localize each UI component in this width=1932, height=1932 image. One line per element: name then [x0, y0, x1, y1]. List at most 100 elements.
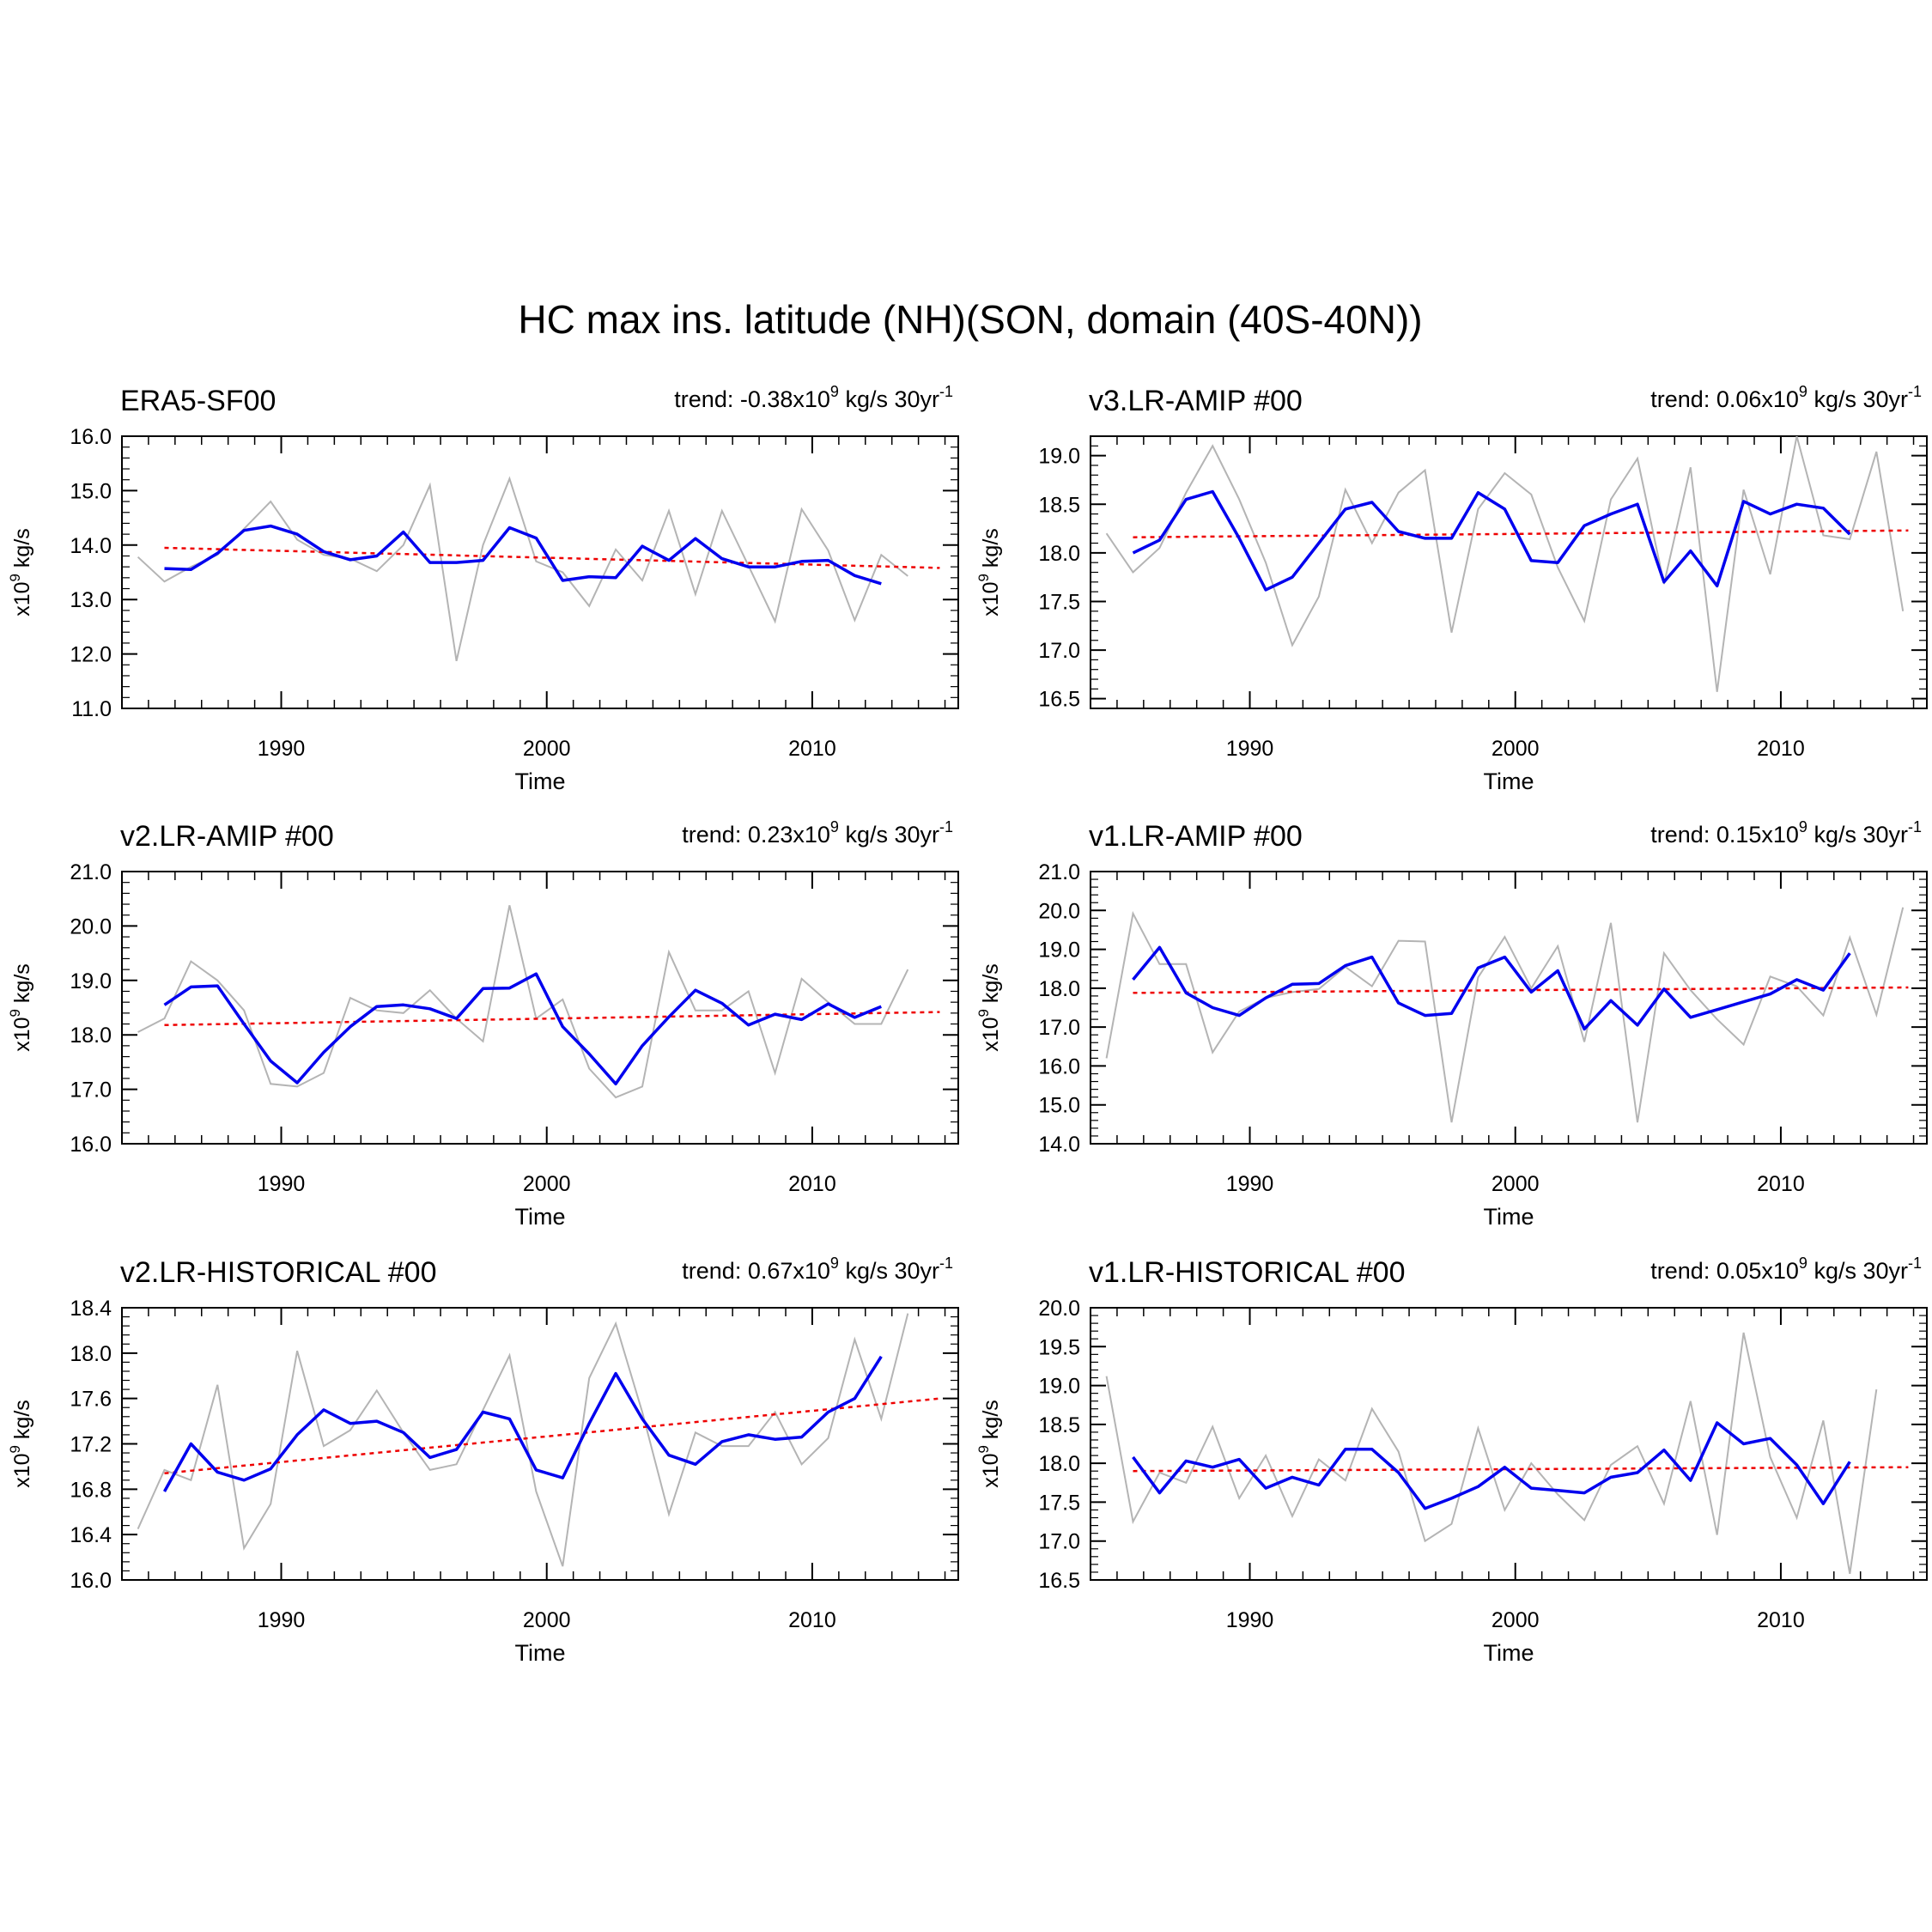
- trend-label-prefix: trend: 0.05x10: [1650, 1258, 1799, 1284]
- trend-label-unit: kg/s 30yr: [1807, 822, 1908, 848]
- y-tick-label: 19.0: [70, 969, 112, 993]
- y-tick-label: 16.0: [1038, 1054, 1080, 1078]
- x-tick-label: 2000: [523, 737, 571, 761]
- trend-line: [164, 546, 940, 569]
- y-axis-label-exponent: 9: [975, 1445, 992, 1453]
- y-axis-label-exponent: 9: [7, 1445, 23, 1453]
- x-axis-label: Time: [1484, 769, 1534, 794]
- y-axis-label-base: x10: [10, 1453, 34, 1487]
- y-tick-label: 15.0: [1038, 1094, 1080, 1118]
- data-layer: [137, 905, 940, 1099]
- trend-label-exponent: 9: [1799, 383, 1807, 400]
- trend-label-unit: kg/s 30yr: [1807, 386, 1908, 412]
- y-tick-label: 12.0: [70, 643, 112, 667]
- trend-line: [1133, 1466, 1909, 1473]
- trend-label-exponent: 9: [830, 383, 839, 400]
- y-tick-label: 15.0: [70, 479, 112, 503]
- y-tick-label: 14.0: [1038, 1133, 1080, 1157]
- y-tick-label: 17.0: [1038, 1016, 1080, 1040]
- smoothed-series-line: [1132, 945, 1851, 1031]
- y-axis-label-unit: kg/s: [10, 1400, 34, 1445]
- y-tick-label: 20.0: [70, 914, 112, 939]
- trend-label-exponent: 9: [830, 818, 839, 835]
- trend-label-prefix: trend: 0.23x10: [682, 822, 830, 848]
- x-tick-label: 2010: [1757, 1608, 1805, 1632]
- y-tick-label: 18.0: [1038, 542, 1080, 566]
- y-tick-label: 19.0: [1038, 445, 1080, 469]
- trend-label-exponent: 9: [1799, 1255, 1807, 1272]
- smoothed-series-line: [162, 1355, 883, 1492]
- annual-series-line: [137, 905, 909, 1099]
- trend-label-unit: kg/s 30yr: [839, 386, 939, 412]
- trend-label-prefix: trend: 0.67x10: [682, 1258, 830, 1284]
- y-axis-label: x109 kg/s: [975, 1400, 1003, 1488]
- trend-label-exponent-2: -1: [1908, 383, 1922, 400]
- y-tick-label: 18.0: [1038, 977, 1080, 1001]
- y-tick-label: 19.5: [1038, 1335, 1080, 1359]
- trend-line: [1133, 529, 1909, 538]
- y-tick-label: 20.0: [1038, 1297, 1080, 1321]
- y-tick-label: 18.5: [1038, 1413, 1080, 1437]
- y-tick-label: 16.0: [70, 425, 112, 449]
- y-tick-label: 21.0: [70, 860, 112, 884]
- x-tick-label: 1990: [1226, 737, 1274, 761]
- x-axis-label: Time: [1484, 1204, 1534, 1230]
- panels: 1990 2000 2010 11.0 12.0 13.0 14.0 15.0 16.0 ERA5…: [7, 383, 1928, 1666]
- trend-label-exponent-2: -1: [1908, 1255, 1922, 1272]
- panel-title: v1.LR-AMIP #00: [1089, 820, 1303, 853]
- trend-label: trend: -0.38x109 kg/s 30yr-1: [674, 383, 953, 412]
- trend-label: trend: 0.67x109 kg/s 30yr-1: [682, 1255, 953, 1284]
- data-layer: [1105, 907, 1909, 1123]
- y-axis-label: x109 kg/s: [7, 528, 34, 617]
- annual-series-line: [137, 476, 908, 662]
- figure-title: HC max ins. latitude (NH)(SON, domain (4…: [518, 297, 1422, 342]
- annual-series-line: [1105, 1332, 1878, 1574]
- y-tick-label: 16.5: [1038, 688, 1080, 712]
- y-tick-label: 17.0: [1038, 639, 1080, 663]
- smoothed-series-line: [1132, 489, 1851, 592]
- y-axis-label-base: x10: [10, 1017, 34, 1051]
- y-axis-label: x109 kg/s: [7, 963, 34, 1052]
- smoothed-series-line: [163, 972, 882, 1086]
- x-tick-label: 2000: [523, 1608, 571, 1632]
- data-layer: [137, 1313, 940, 1567]
- y-axis-label-unit: kg/s: [10, 963, 34, 1009]
- y-tick-label: 16.0: [70, 1569, 112, 1593]
- x-tick-label: 2010: [1757, 1172, 1805, 1196]
- trend-label: trend: 0.05x109 kg/s 30yr-1: [1650, 1255, 1922, 1284]
- trend-label-exponent: 9: [830, 1255, 839, 1272]
- y-tick-label: 14.0: [70, 534, 112, 558]
- annual-series-line: [1105, 907, 1905, 1123]
- panel-5: 1990 2000 2010 16.0 16.4 16.8 17.2 17.6 18.0 18.4…: [7, 1255, 959, 1666]
- y-tick-label: 17.2: [70, 1433, 112, 1457]
- y-tick-label: 13.0: [70, 588, 112, 612]
- panel-title: v2.LR-HISTORICAL #00: [120, 1256, 436, 1289]
- data-layer: [137, 476, 940, 662]
- y-tick-label: 17.0: [70, 1078, 112, 1103]
- y-tick-label: 17.0: [1038, 1530, 1080, 1554]
- panel-1: 1990 2000 2010 11.0 12.0 13.0 14.0 15.0 16.0 ERA5…: [7, 383, 959, 794]
- trend-label-exponent-2: -1: [939, 383, 953, 400]
- y-tick-label: 16.8: [70, 1478, 112, 1502]
- y-axis-label-exponent: 9: [975, 574, 992, 581]
- trend-label: trend: 0.23x109 kg/s 30yr-1: [682, 818, 953, 848]
- y-axis-label: x109 kg/s: [975, 963, 1003, 1052]
- annual-series-line: [137, 1313, 909, 1567]
- trend-label: trend: 0.15x109 kg/s 30yr-1: [1650, 818, 1922, 848]
- x-tick-label: 1990: [1226, 1608, 1274, 1632]
- y-tick-label: 18.0: [70, 1342, 112, 1366]
- y-axis-label-unit: kg/s: [979, 528, 1003, 574]
- trend-label-exponent: 9: [1799, 818, 1807, 835]
- x-tick-label: 2010: [788, 1172, 836, 1196]
- x-tick-label: 2010: [1757, 737, 1805, 761]
- y-axis-label-base: x10: [979, 581, 1003, 616]
- y-axis-label-base: x10: [979, 1017, 1003, 1051]
- x-tick-label: 2000: [1492, 1172, 1540, 1196]
- y-axis-label-unit: kg/s: [979, 1400, 1003, 1445]
- x-tick-label: 2010: [788, 1608, 836, 1632]
- x-axis-label: Time: [515, 1640, 566, 1666]
- y-axis-label-exponent: 9: [975, 1009, 992, 1017]
- x-tick-label: 2000: [1492, 737, 1540, 761]
- y-tick-label: 18.0: [70, 1024, 112, 1048]
